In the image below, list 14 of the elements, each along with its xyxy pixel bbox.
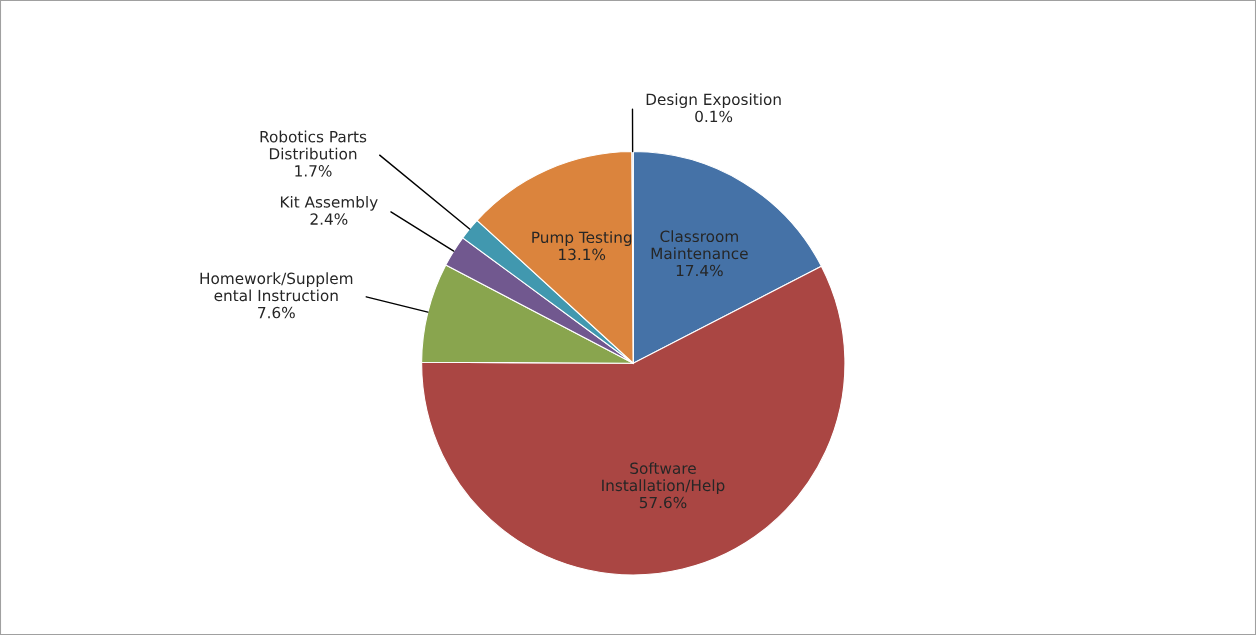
slice-label: Classroom Maintenance bbox=[651, 230, 748, 260]
slice-label: Design Exposition bbox=[646, 93, 781, 109]
data-label: 2.4% bbox=[310, 213, 348, 225]
data-label: 57.6% bbox=[639, 496, 687, 509]
slice-label: Robotics Parts Distribution bbox=[260, 130, 367, 160]
data-label: 7.6% bbox=[258, 306, 295, 319]
slice-label: Homework/Supplemental Instruction bbox=[200, 272, 353, 302]
data-label: 0.1% bbox=[695, 110, 733, 123]
slice-label: Pump Testing bbox=[532, 231, 632, 247]
data-label: 1.7% bbox=[295, 165, 332, 177]
data-label: 17.4% bbox=[676, 264, 723, 277]
slice-label: Software Installation/Help bbox=[602, 462, 725, 495]
data-label: 13.1% bbox=[559, 248, 606, 261]
slice-label: Kit Assembly bbox=[280, 195, 378, 211]
